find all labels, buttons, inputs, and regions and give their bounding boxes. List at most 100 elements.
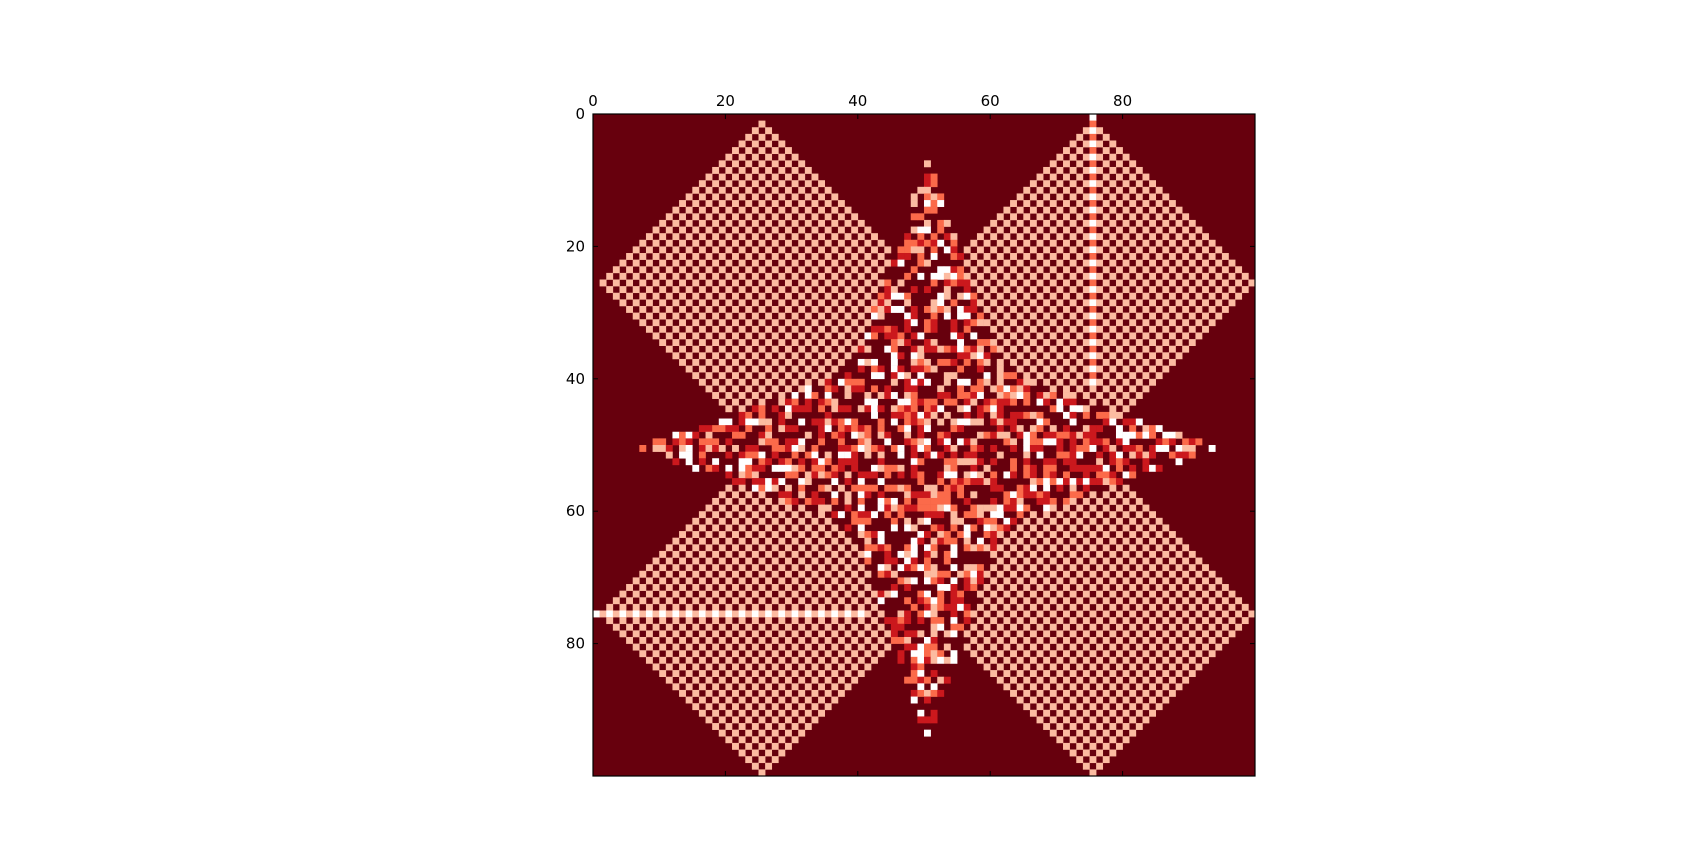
heatmap-cell (705, 213, 713, 221)
heatmap-cell (1115, 332, 1123, 340)
heatmap-cell (758, 742, 766, 750)
heatmap-cell (1082, 352, 1090, 360)
heatmap-cell (765, 484, 773, 492)
heatmap-cell (1082, 272, 1090, 280)
heatmap-cell (831, 656, 839, 664)
heatmap-cell (950, 345, 958, 353)
heatmap-cell (791, 471, 799, 479)
heatmap-cell (784, 504, 792, 512)
heatmap-cell (784, 305, 792, 313)
heatmap-cell (725, 564, 733, 572)
heatmap-cell (1049, 345, 1057, 353)
heatmap-cell (844, 299, 852, 307)
heatmap-cell (824, 623, 832, 631)
heatmap-cell (698, 425, 706, 433)
heatmap-cell (751, 537, 759, 545)
heatmap-cell (824, 425, 832, 433)
heatmap-cell (784, 372, 792, 380)
heatmap-cell (857, 610, 865, 618)
heatmap-cell (864, 405, 872, 413)
heatmap-cell (851, 484, 859, 492)
heatmap-cell (784, 405, 792, 413)
heatmap-cell (824, 650, 832, 658)
heatmap-cell (798, 610, 806, 618)
heatmap-cell (917, 610, 925, 618)
heatmap-cell (725, 365, 733, 373)
heatmap-cell (1016, 497, 1024, 505)
heatmap-cell (811, 418, 819, 426)
heatmap-cell (771, 186, 779, 194)
heatmap-cell (1029, 656, 1037, 664)
heatmap-cell (1168, 597, 1176, 605)
heatmap-cell (751, 736, 759, 744)
heatmap-cell (632, 246, 640, 254)
heatmap-cell (924, 650, 931, 658)
heatmap-cell (705, 431, 713, 439)
heatmap-cell (844, 550, 852, 558)
heatmap-cell (1036, 517, 1044, 525)
heatmap-cell (963, 451, 971, 459)
heatmap-cell (996, 431, 1004, 439)
heatmap-cell (924, 656, 931, 664)
heatmap-cell (1142, 458, 1150, 466)
heatmap-cell (957, 312, 965, 320)
heatmap-cell (904, 564, 912, 572)
heatmap-cell (1149, 325, 1156, 333)
heatmap-cell (924, 259, 931, 267)
heatmap-cell (937, 577, 945, 585)
heatmap-cell (1175, 445, 1183, 452)
heatmap-cell (1149, 524, 1156, 532)
heatmap-cell (1089, 219, 1097, 227)
heatmap-cell (1102, 464, 1110, 472)
heatmap-cell (1149, 246, 1156, 254)
heatmap-cell (1115, 544, 1123, 552)
heatmap-cell (738, 259, 746, 267)
heatmap-cell (771, 689, 779, 697)
heatmap-cell (1023, 517, 1031, 525)
heatmap-cell (645, 590, 653, 598)
heatmap-cell (705, 557, 713, 565)
heatmap-cell (778, 445, 786, 452)
heatmap-cell (1089, 703, 1097, 711)
heatmap-cell (943, 345, 951, 353)
heatmap-cell (791, 550, 799, 558)
heatmap-cell (1082, 325, 1090, 333)
heatmap-cell (1109, 577, 1117, 585)
heatmap-cell (910, 385, 918, 393)
heatmap-cell (1029, 286, 1037, 294)
heatmap-cell (705, 623, 713, 631)
heatmap-cell (1043, 484, 1051, 492)
heatmap-cell (1003, 325, 1011, 333)
heatmap-cell (1089, 398, 1097, 406)
heatmap-cell (844, 590, 852, 598)
heatmap-cell (851, 570, 859, 578)
heatmap-cell (1149, 180, 1156, 188)
heatmap-cell (937, 292, 945, 300)
heatmap-cell (1102, 742, 1110, 750)
heatmap-cell (1076, 226, 1084, 234)
heatmap-cell (818, 431, 825, 439)
heatmap-cell (685, 312, 693, 320)
heatmap-cell (1115, 663, 1123, 671)
heatmap-cell (917, 478, 925, 486)
heatmap-cell (1122, 709, 1130, 717)
heatmap-cell (725, 378, 733, 386)
heatmap-cell (1135, 511, 1143, 519)
heatmap-cell (917, 676, 925, 684)
heatmap-cell (692, 266, 700, 274)
heatmap-cell (1036, 200, 1044, 207)
heatmap-cell (791, 590, 799, 598)
heatmap-cell (1010, 292, 1017, 300)
heatmap-cell (837, 253, 845, 260)
heatmap-cell (1102, 504, 1110, 512)
heatmap-cell (725, 153, 733, 161)
heatmap-cell (1241, 272, 1249, 280)
heatmap-cell (943, 497, 951, 505)
heatmap-cell (890, 517, 898, 525)
heatmap-cell (910, 213, 918, 221)
heatmap-cell (771, 703, 779, 711)
heatmap-cell (1202, 259, 1209, 267)
heatmap-cell (732, 650, 739, 658)
heatmap-cell (1182, 636, 1190, 644)
heatmap-cell (996, 531, 1004, 538)
